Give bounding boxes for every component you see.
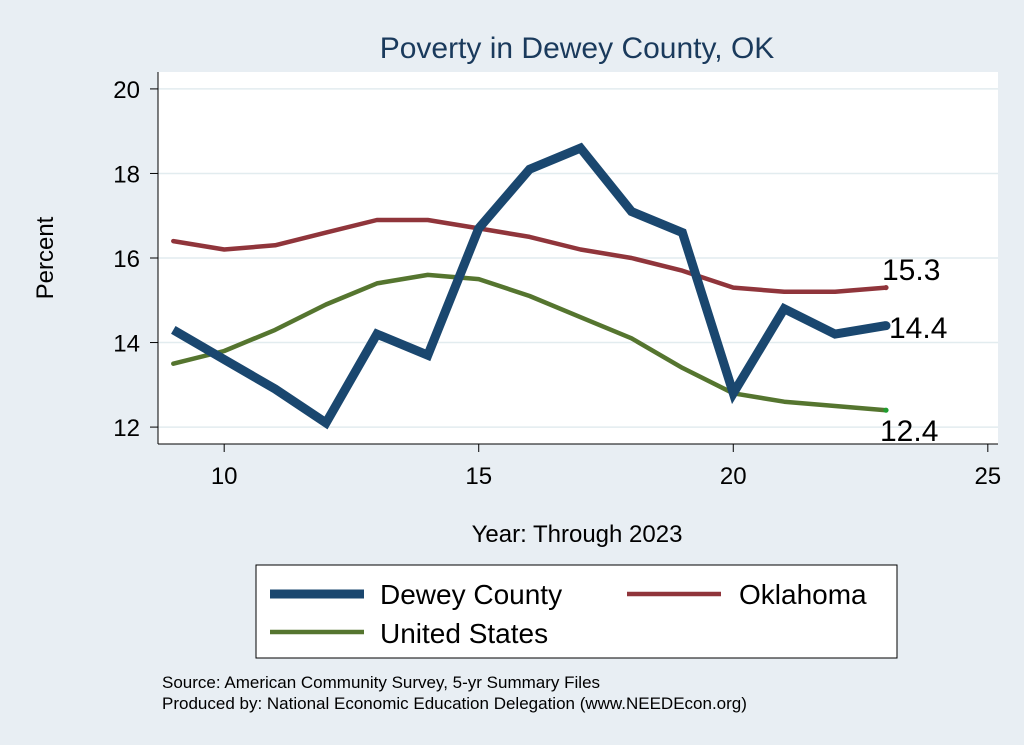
- y-axis-ticks: 12 14 16 18 20: [113, 77, 158, 442]
- end-marker-us: [883, 407, 889, 413]
- end-label-dewey-county: 14.4: [889, 312, 947, 345]
- y-tick-label: 14: [113, 331, 140, 358]
- source-note: Source: American Community Survey, 5-yr …: [162, 673, 600, 692]
- x-axis-ticks: 10 15 20 25: [211, 444, 1001, 490]
- y-tick-label: 20: [113, 77, 140, 104]
- legend-label-dewey-county: Dewey County: [380, 579, 562, 610]
- y-tick-label: 18: [113, 161, 140, 188]
- end-label-united-states: 12.4: [880, 415, 938, 448]
- series-line-dewey-county: [171, 142, 887, 430]
- legend: Dewey County Oklahoma United States: [255, 564, 898, 659]
- x-tick-label: 10: [211, 463, 238, 490]
- y-tick-label: 16: [113, 246, 140, 273]
- x-tick-label: 25: [974, 463, 1001, 490]
- gridlines: [158, 88, 998, 428]
- end-label-oklahoma: 15.3: [882, 254, 940, 287]
- legend-box: [255, 564, 898, 659]
- x-axis-title: Year: Through 2023: [472, 521, 683, 548]
- end-marker-oklahoma: [883, 284, 889, 291]
- chart-title: Poverty in Dewey County, OK: [380, 32, 775, 65]
- y-tick-label: 12: [113, 415, 140, 442]
- x-tick-label: 20: [720, 463, 747, 490]
- y-axis-title: Percent: [32, 216, 59, 299]
- produced-by-note: Produced by: National Economic Education…: [162, 694, 747, 713]
- legend-label-united-states: United States: [380, 618, 548, 649]
- series-lines: [171, 142, 889, 430]
- end-marker-dewey: [881, 321, 891, 331]
- series-line-united-states: [171, 272, 889, 413]
- series-line-oklahoma: [171, 217, 889, 295]
- legend-label-oklahoma: Oklahoma: [739, 579, 867, 610]
- end-point-markers: [881, 284, 891, 413]
- x-tick-label: 15: [465, 463, 492, 490]
